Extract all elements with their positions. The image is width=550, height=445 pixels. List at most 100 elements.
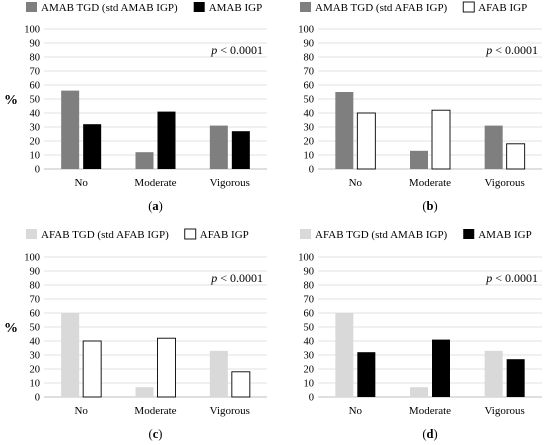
bar xyxy=(484,350,503,397)
bar xyxy=(61,90,80,169)
bar xyxy=(83,124,102,169)
legend-label: AMAB TGD (std AFAB IGP) xyxy=(315,2,448,14)
panel-label: (d) xyxy=(422,427,437,441)
chart-panel-d: 0 10 20 30 40 50 60 70 80 90 100 No Moderate Vigorous… xyxy=(298,229,542,441)
bar xyxy=(335,92,354,169)
y-tick-label: 30 xyxy=(304,351,315,362)
y-tick-label: 0 xyxy=(35,393,40,404)
legend-swatch xyxy=(26,229,37,239)
y-tick-label: 0 xyxy=(309,393,314,404)
y-axis-label: % xyxy=(4,321,18,336)
y-tick-label: 80 xyxy=(30,281,41,292)
y-tick-label: 100 xyxy=(298,25,314,36)
y-tick-label: 80 xyxy=(30,53,41,64)
y-tick-label: 60 xyxy=(30,309,41,320)
y-tick-label: 30 xyxy=(304,123,315,134)
legend-label: AFAB IGP xyxy=(200,229,249,241)
y-tick-label: 90 xyxy=(304,267,315,278)
p-value-annotation: p < 0.0001 xyxy=(485,271,538,285)
bar xyxy=(61,313,80,397)
legend-swatch xyxy=(26,2,37,12)
bar xyxy=(82,340,102,398)
y-tick-label: 20 xyxy=(30,137,41,148)
bar xyxy=(484,125,503,169)
x-tick-label: No xyxy=(349,177,363,189)
panel-label: (c) xyxy=(149,427,163,441)
p-value-annotation: p < 0.0001 xyxy=(485,43,538,57)
y-tick-label: 70 xyxy=(30,67,41,78)
legend-swatch xyxy=(462,1,475,13)
legend-swatch xyxy=(300,229,311,239)
bar xyxy=(357,352,376,397)
y-tick-label: 10 xyxy=(30,151,41,162)
y-tick-label: 100 xyxy=(24,25,40,36)
bar xyxy=(506,359,525,397)
bar xyxy=(432,339,450,397)
y-tick-label: 50 xyxy=(304,323,315,334)
legend-swatch xyxy=(463,229,475,239)
y-tick-label: 40 xyxy=(304,337,315,348)
legend-label: AFAB TGD (std AMAB IGP) xyxy=(315,229,448,241)
y-tick-label: 60 xyxy=(304,81,315,92)
panel-label: (b) xyxy=(422,199,437,213)
y-tick-label: 10 xyxy=(30,379,41,390)
y-tick-label: 70 xyxy=(304,67,315,78)
chart-panel-c: 0 10 20 30 40 50 60 70 80 90 100% No Moderate Vigorou… xyxy=(4,228,267,441)
bar xyxy=(135,387,154,397)
legend-label: AMAB IGP xyxy=(478,229,531,241)
y-tick-label: 50 xyxy=(30,323,41,334)
x-tick-label: Moderate xyxy=(409,405,451,417)
legend-swatch xyxy=(300,2,311,12)
legend-label: AFAB TGD (std AFAB IGP) xyxy=(41,229,169,241)
legend-swatch xyxy=(193,2,205,12)
x-tick-label: No xyxy=(74,177,88,189)
x-tick-label: Vigorous xyxy=(485,405,525,417)
bar xyxy=(356,112,376,170)
y-tick-label: 70 xyxy=(304,295,315,306)
y-tick-label: 90 xyxy=(30,39,41,50)
y-tick-label: 90 xyxy=(304,39,315,50)
bar xyxy=(410,387,428,397)
legend-label: AMAB IGP xyxy=(209,2,262,14)
chart-panel-a: 0 10 20 30 40 50 60 70 80 90 100% No Moderate Vigorou… xyxy=(4,2,267,213)
x-tick-label: No xyxy=(74,405,88,417)
p-value-annotation: p < 0.0001 xyxy=(210,271,263,285)
y-tick-label: 90 xyxy=(30,267,41,278)
bar xyxy=(231,131,250,169)
bar xyxy=(506,143,526,170)
x-tick-label: Moderate xyxy=(134,177,176,189)
x-tick-label: Vigorous xyxy=(485,177,525,189)
y-tick-label: 100 xyxy=(24,253,40,264)
y-tick-label: 10 xyxy=(304,379,315,390)
y-tick-label: 80 xyxy=(304,53,315,64)
y-axis-label: % xyxy=(4,93,18,108)
bar xyxy=(335,313,354,397)
y-tick-label: 70 xyxy=(30,295,41,306)
y-tick-label: 60 xyxy=(30,81,41,92)
legend-swatch xyxy=(184,228,197,240)
legend-label: AFAB IGP xyxy=(478,2,527,14)
bar xyxy=(209,125,228,169)
y-tick-label: 20 xyxy=(304,365,315,376)
chart-panel-b: 0 10 20 30 40 50 60 70 80 90 100 No Moderate Vigorous… xyxy=(298,1,542,213)
y-tick-label: 50 xyxy=(30,95,41,106)
bar xyxy=(157,337,176,398)
bar xyxy=(209,350,228,397)
y-tick-label: 40 xyxy=(30,109,41,120)
y-tick-label: 0 xyxy=(309,165,314,176)
y-tick-label: 60 xyxy=(304,309,315,320)
x-tick-label: Vigorous xyxy=(210,405,250,417)
y-tick-label: 50 xyxy=(304,95,315,106)
y-tick-label: 30 xyxy=(30,351,41,362)
x-tick-label: No xyxy=(349,405,363,417)
x-tick-label: Moderate xyxy=(409,177,451,189)
y-tick-label: 0 xyxy=(35,165,40,176)
y-tick-label: 80 xyxy=(304,281,315,292)
y-tick-label: 100 xyxy=(298,253,314,264)
bar xyxy=(157,111,176,169)
bar xyxy=(431,109,451,170)
bar xyxy=(231,371,251,398)
panel-label: (a) xyxy=(148,199,163,213)
y-tick-label: 20 xyxy=(304,137,315,148)
y-tick-label: 10 xyxy=(304,151,315,162)
